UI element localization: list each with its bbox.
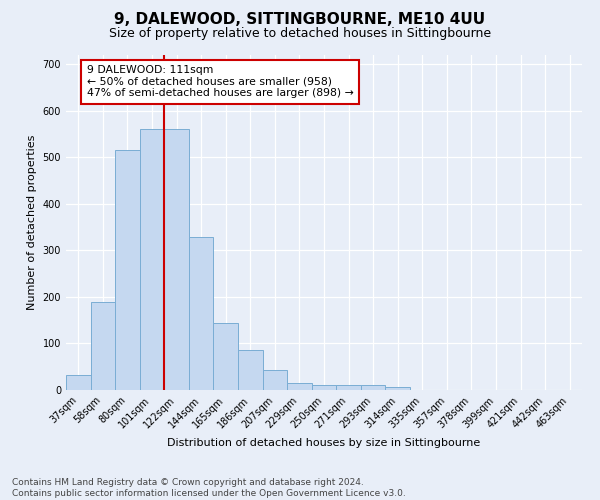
Bar bbox=[164, 130, 189, 390]
Bar bbox=[336, 386, 361, 390]
Text: Contains HM Land Registry data © Crown copyright and database right 2024.
Contai: Contains HM Land Registry data © Crown c… bbox=[12, 478, 406, 498]
X-axis label: Distribution of detached houses by size in Sittingbourne: Distribution of detached houses by size … bbox=[167, 438, 481, 448]
Bar bbox=[385, 386, 410, 390]
Bar bbox=[115, 150, 140, 390]
Text: 9, DALEWOOD, SITTINGBOURNE, ME10 4UU: 9, DALEWOOD, SITTINGBOURNE, ME10 4UU bbox=[115, 12, 485, 28]
Text: 9 DALEWOOD: 111sqm
← 50% of detached houses are smaller (958)
47% of semi-detach: 9 DALEWOOD: 111sqm ← 50% of detached hou… bbox=[86, 65, 353, 98]
Bar bbox=[312, 386, 336, 390]
Bar bbox=[189, 238, 214, 390]
Bar bbox=[263, 370, 287, 390]
Bar bbox=[238, 350, 263, 390]
Bar bbox=[91, 302, 115, 390]
Bar bbox=[361, 386, 385, 390]
Y-axis label: Number of detached properties: Number of detached properties bbox=[27, 135, 37, 310]
Text: Size of property relative to detached houses in Sittingbourne: Size of property relative to detached ho… bbox=[109, 28, 491, 40]
Bar bbox=[66, 375, 91, 390]
Bar bbox=[140, 130, 164, 390]
Bar bbox=[287, 384, 312, 390]
Bar bbox=[214, 322, 238, 390]
